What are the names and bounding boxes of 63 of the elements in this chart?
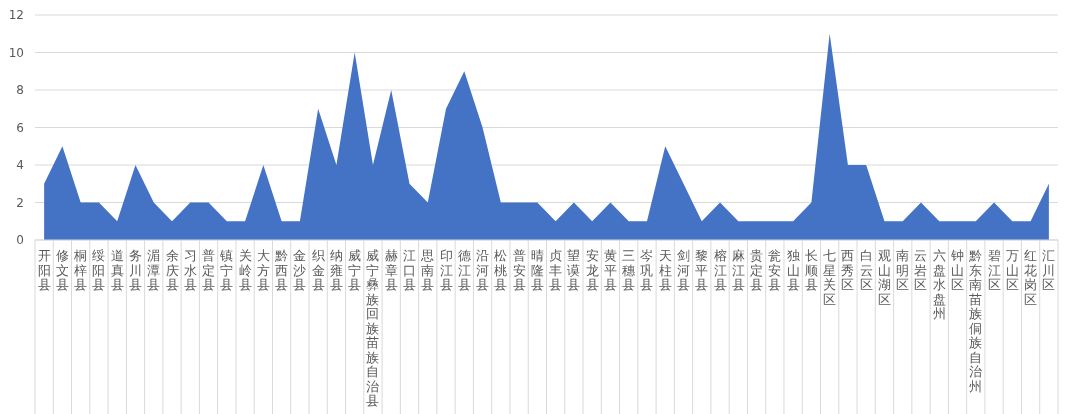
category-label: 威宁彝族回族苗族自治县 xyxy=(366,248,380,408)
y-tick-label: 4 xyxy=(16,158,24,172)
x-tick-label: 云岩区 xyxy=(914,248,928,292)
x-tick-label: 思南县 xyxy=(420,248,435,292)
x-tick-label: 汇川区 xyxy=(1042,248,1056,292)
x-tick-label: 绥阳县 xyxy=(92,248,106,292)
category-label: 黔东南苗族侗族自治州 xyxy=(969,248,983,394)
x-tick-label: 红花岗区 xyxy=(1024,248,1038,307)
x-tick-label: 黄平县 xyxy=(603,248,617,292)
x-tick-label: 南明区 xyxy=(896,248,910,292)
x-tick-label: 威宁县 xyxy=(348,248,362,292)
x-tick-label: 习水县 xyxy=(183,248,197,292)
x-tick-label: 织金县 xyxy=(311,248,325,292)
x-tick-label: 观山湖区 xyxy=(877,248,891,307)
x-tick-label: 大方县 xyxy=(256,248,270,292)
x-tick-label: 印江县 xyxy=(439,248,453,292)
x-tick-label: 金沙县 xyxy=(293,248,307,292)
x-tick-label: 独山县 xyxy=(786,248,800,292)
x-tick-label: 望谟县 xyxy=(567,248,581,292)
x-tick-label: 开阳县 xyxy=(37,248,51,292)
x-tick-label: 西秀区 xyxy=(841,248,855,292)
x-tick-label: 赫章县 xyxy=(384,248,398,292)
x-tick-label: 普定县 xyxy=(202,248,216,292)
x-tick-label: 晴隆县 xyxy=(530,248,544,292)
x-tick-label: 沿河县 xyxy=(476,248,490,292)
x-tick-label: 七星关区 xyxy=(823,248,837,307)
x-tick-label: 安龙县 xyxy=(585,248,599,292)
x-tick-label: 天柱县 xyxy=(658,248,672,292)
x-tick-label: 黔西县 xyxy=(274,248,289,292)
x-tick-label: 三穗县 xyxy=(622,248,636,292)
x-tick-label: 贵定县 xyxy=(750,248,764,292)
y-tick-label: 2 xyxy=(16,195,24,210)
x-tick-label: 贞丰县 xyxy=(549,248,563,292)
x-tick-label: 镇宁县 xyxy=(219,248,234,292)
x-tick-label: 江口县 xyxy=(402,248,416,292)
y-tick-label: 12 xyxy=(8,8,24,22)
y-tick-label: 6 xyxy=(16,120,24,135)
x-tick-label: 普安县 xyxy=(512,248,526,292)
x-tick-label: 瓮安县 xyxy=(768,248,782,292)
x-tick-label: 松桃县 xyxy=(494,248,508,292)
y-tick-label: 10 xyxy=(8,45,24,60)
x-tick-label: 务川县 xyxy=(128,248,142,292)
x-tick-label: 榕江县 xyxy=(713,248,727,292)
x-tick-label: 岑巩县 xyxy=(640,248,654,292)
x-tick-label: 钟山区 xyxy=(950,248,965,292)
x-tick-label: 桐梓县 xyxy=(73,248,88,292)
x-tick-label: 修文县 xyxy=(55,248,69,292)
x-tick-label: 纳雍县 xyxy=(329,248,343,292)
x-tick-label: 麻江县 xyxy=(731,248,745,292)
x-tick-label: 碧江区 xyxy=(987,248,1001,292)
x-tick-label: 德江县 xyxy=(457,248,471,292)
x-tick-label: 白云区 xyxy=(859,248,873,292)
x-tick-label: 剑河县 xyxy=(677,248,691,292)
x-tick-label: 六盘水盘州 xyxy=(932,248,946,321)
x-tick-label: 长顺县 xyxy=(804,248,818,292)
y-tick-label: 0 xyxy=(16,233,24,247)
y-tick-label: 8 xyxy=(16,83,24,97)
x-tick-label: 余庆县 xyxy=(165,248,179,292)
x-tick-label: 黎平县 xyxy=(695,248,709,292)
x-tick-label: 湄潭县 xyxy=(147,248,161,292)
x-tick-label: 关岭县 xyxy=(238,248,252,292)
x-tick-label: 道真县 xyxy=(110,248,124,292)
x-tick-label: 万山区 xyxy=(1005,248,1019,292)
